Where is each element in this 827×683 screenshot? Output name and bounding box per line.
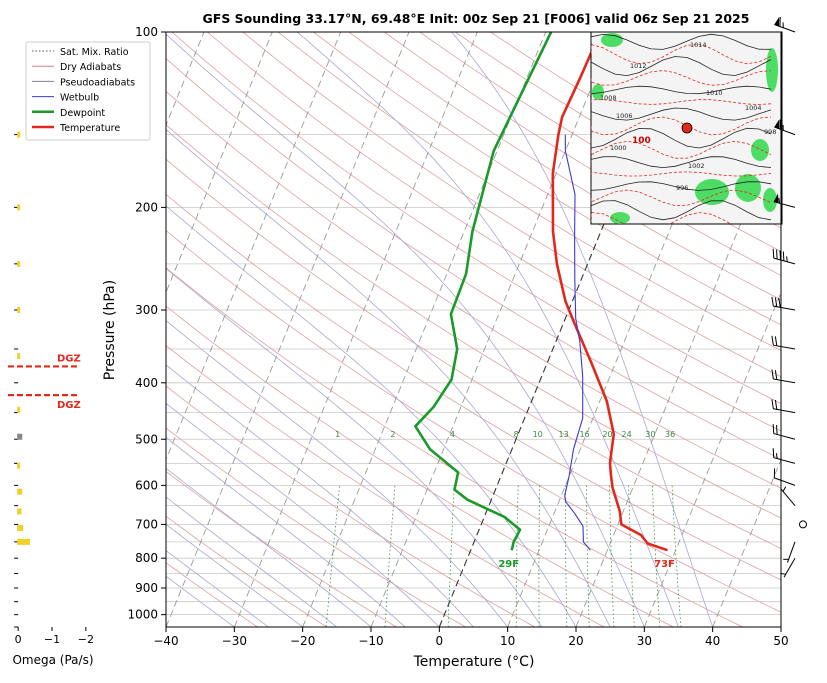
x-tick-label: 30 [637, 634, 652, 648]
map-isobar-label: 100 [632, 136, 651, 146]
map-isobar-label: 996 [676, 184, 688, 192]
inset-map: 1014 1012 1010 1008 1006 1004 1002 1000 998 996 10… [591, 32, 782, 231]
y-tick-label: 600 [135, 478, 158, 492]
y-tick-label: 300 [135, 303, 158, 317]
mixing-ratio-label: 2 [390, 430, 395, 439]
barb-half [787, 256, 788, 261]
omega-bar [17, 508, 21, 514]
map-precip-area [735, 174, 761, 202]
omega-tick-label: −1 [44, 633, 60, 646]
omega-bar [17, 204, 20, 210]
y-tick-label: 400 [135, 376, 158, 390]
omega-bar [17, 489, 22, 495]
omega-bar [17, 132, 20, 138]
x-tick-label: 50 [773, 634, 788, 648]
x-tick-label: 10 [500, 634, 515, 648]
barb-half [779, 198, 780, 203]
omega-bar [17, 525, 23, 531]
map-isobar-label: 1002 [688, 162, 705, 170]
barb-full [773, 249, 774, 258]
barb-half [776, 453, 777, 458]
legend-label: Temperature [59, 123, 120, 134]
legend: Sat. Mix. Ratio Dry Adiabats Pseudoadiabat… [26, 42, 150, 140]
map-isobar-label: 1010 [706, 89, 723, 97]
map-isobar-label: 1008 [600, 94, 617, 102]
barb-full [783, 251, 784, 260]
map-isobar-label: 998 [764, 128, 776, 136]
y-axis-label: Pressure (hPa) [102, 280, 118, 380]
legend-label: Pseudoadiabats [60, 77, 135, 88]
x-tick-label: 20 [568, 634, 583, 648]
y-tick-label: 800 [135, 551, 158, 565]
map-precip-area [751, 139, 769, 161]
chart-title: GFS Sounding 33.17°N, 69.48°E Init: 00z … [203, 11, 750, 26]
omega-tick-label: −2 [78, 633, 94, 646]
barb-full [773, 424, 774, 433]
mixing-ratio-label: 20 [602, 430, 612, 439]
omega-tick-label: 0 [15, 633, 22, 646]
omega-bar [17, 407, 20, 413]
omega-bar [17, 434, 22, 440]
map-isobar-label: 1000 [610, 144, 627, 152]
mixing-ratio-label: 8 [514, 430, 519, 439]
x-axis-label: Temperature (°C) [413, 654, 535, 670]
surface-temperature-label: 73F [654, 559, 675, 570]
mixing-ratio-label: 24 [622, 430, 632, 439]
x-tick-label: 0 [436, 634, 444, 648]
barb-full [777, 250, 778, 259]
omega-bar [17, 463, 20, 469]
map-precip-area [766, 48, 778, 92]
barb-full [773, 448, 774, 457]
x-tick-label: −30 [222, 634, 247, 648]
map-isobar-label: 1014 [690, 41, 707, 49]
mixing-ratio-label: 13 [559, 430, 569, 439]
map-isobar-label: 1004 [745, 104, 762, 112]
omega-bar [17, 307, 20, 313]
legend-label: Wetbulb [60, 93, 99, 104]
barb-full [777, 425, 778, 434]
mixing-ratio-label: 10 [533, 430, 543, 439]
mixing-ratio-label: 36 [665, 430, 675, 439]
location-marker-icon [682, 123, 692, 133]
omega-bar [17, 539, 30, 545]
mixing-ratio-label: 16 [579, 430, 589, 439]
barb-full [780, 251, 781, 260]
y-tick-label: 1000 [127, 608, 158, 622]
x-tick-label: −10 [358, 634, 383, 648]
y-tick-label: 500 [135, 432, 158, 446]
map-isobar-label: 1006 [616, 112, 633, 120]
dgz-label: DGZ [57, 400, 81, 411]
map-isobar-label: 1012 [630, 62, 647, 70]
dgz-label: DGZ [57, 353, 81, 364]
y-tick-label: 200 [135, 200, 158, 214]
y-tick-label: 900 [135, 581, 158, 595]
legend-label: Sat. Mix. Ratio [60, 47, 129, 58]
omega-bar [17, 353, 20, 359]
legend-label: Dry Adiabats [60, 62, 121, 73]
y-tick-label: 100 [135, 25, 158, 39]
legend-label: Dewpoint [60, 108, 105, 119]
omega-bar [17, 261, 20, 267]
mixing-ratio-label: 1 [335, 430, 340, 439]
mixing-ratio-label: 30 [645, 430, 655, 439]
y-tick-label: 700 [135, 517, 158, 531]
omega-axis-label: Omega (Pa/s) [12, 653, 93, 667]
surface-dewpoint-label: 29F [498, 559, 519, 570]
x-tick-label: 40 [705, 634, 720, 648]
x-tick-label: −40 [153, 634, 178, 648]
x-tick-label: −20 [290, 634, 315, 648]
mixing-ratio-label: 4 [450, 430, 455, 439]
